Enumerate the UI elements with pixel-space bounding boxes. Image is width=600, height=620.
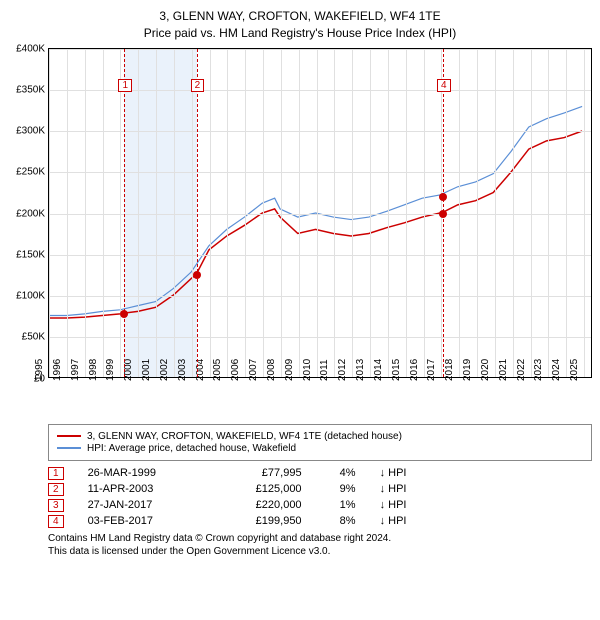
x-axis-label: 2024: [551, 358, 562, 380]
footer: Contains HM Land Registry data © Crown c…: [48, 532, 592, 558]
x-axis-label: 2002: [159, 358, 170, 380]
transaction-number: 3: [48, 499, 64, 512]
marker-dot: [120, 310, 128, 318]
transaction-row: 2 11-APR-2003 £125,000 9% ↓ HPI: [48, 483, 592, 496]
x-axis-label: 2018: [444, 358, 455, 380]
transaction-pct: 8%: [326, 515, 356, 527]
title-line1: 3, GLENN WAY, CROFTON, WAKEFIELD, WF4 1T…: [8, 8, 592, 25]
x-axis-label: 1998: [88, 358, 99, 380]
x-axis-label: 2006: [230, 358, 241, 380]
x-axis-label: 2001: [141, 358, 152, 380]
transaction-direction: ↓ HPI: [380, 515, 407, 527]
transaction-table: 1 26-MAR-1999 £77,995 4% ↓ HPI 2 11-APR-2003 £1…: [48, 467, 592, 528]
transaction-direction: ↓ HPI: [380, 483, 407, 495]
marker-dot: [439, 210, 447, 218]
y-axis-label: £200K: [16, 208, 45, 219]
footer-line2: This data is licensed under the Open Gov…: [48, 545, 592, 558]
transaction-date: 26-MAR-1999: [88, 467, 198, 479]
legend: 3, GLENN WAY, CROFTON, WAKEFIELD, WF4 1T…: [48, 424, 592, 461]
transaction-row: 4 03-FEB-2017 £199,950 8% ↓ HPI: [48, 515, 592, 528]
transaction-price: £125,000: [222, 483, 302, 495]
legend-swatch: [57, 447, 81, 449]
marker-label: 1: [118, 79, 132, 92]
transaction-price: £77,995: [222, 467, 302, 479]
transaction-row: 3 27-JAN-2017 £220,000 1% ↓ HPI: [48, 499, 592, 512]
line-svg: [49, 49, 591, 377]
x-axis-label: 2007: [248, 358, 259, 380]
legend-label: HPI: Average price, detached house, Wake…: [87, 443, 296, 454]
x-axis-label: 2014: [373, 358, 384, 380]
x-axis-label: 2022: [516, 358, 527, 380]
transaction-pct: 1%: [326, 499, 356, 511]
x-axis-label: 2021: [498, 358, 509, 380]
y-axis-label: £300K: [16, 126, 45, 137]
x-axis-label: 2015: [391, 358, 402, 380]
marker-label: 4: [437, 79, 451, 92]
footer-line1: Contains HM Land Registry data © Crown c…: [48, 532, 592, 545]
x-axis-label: 2008: [266, 358, 277, 380]
transaction-date: 03-FEB-2017: [88, 515, 198, 527]
x-axis-label: 2009: [284, 358, 295, 380]
marker-dashed-line: [197, 49, 198, 377]
marker-dot: [439, 193, 447, 201]
y-axis-label: £150K: [16, 249, 45, 260]
x-axis-label: 2013: [355, 358, 366, 380]
transaction-pct: 4%: [326, 467, 356, 479]
marker-dot: [193, 271, 201, 279]
transaction-number: 2: [48, 483, 64, 496]
x-axis-label: 2005: [212, 358, 223, 380]
y-axis-label: £350K: [16, 84, 45, 95]
x-axis-label: 1999: [105, 358, 116, 380]
x-axis-label: 2025: [569, 358, 580, 380]
x-axis-label: 2020: [480, 358, 491, 380]
x-axis-label: 2010: [302, 358, 313, 380]
x-axis-label: 1996: [52, 358, 63, 380]
x-axis-label: 1995: [34, 358, 45, 380]
x-axis-label: 2016: [409, 358, 420, 380]
marker-label: 2: [191, 79, 205, 92]
transaction-price: £199,950: [222, 515, 302, 527]
transaction-number: 1: [48, 467, 64, 480]
marker-dashed-line: [124, 49, 125, 377]
transaction-price: £220,000: [222, 499, 302, 511]
x-axis-label: 2017: [426, 358, 437, 380]
chart-title: 3, GLENN WAY, CROFTON, WAKEFIELD, WF4 1T…: [8, 8, 592, 42]
legend-swatch: [57, 435, 81, 437]
plot-area: £0£50K£100K£150K£200K£250K£300K£350K£400…: [48, 48, 592, 378]
title-line2: Price paid vs. HM Land Registry's House …: [8, 25, 592, 42]
transaction-row: 1 26-MAR-1999 £77,995 4% ↓ HPI: [48, 467, 592, 480]
x-axis-label: 2003: [177, 358, 188, 380]
x-axis-label: 2019: [462, 358, 473, 380]
legend-label: 3, GLENN WAY, CROFTON, WAKEFIELD, WF4 1T…: [87, 431, 402, 442]
transaction-number: 4: [48, 515, 64, 528]
y-axis-label: £250K: [16, 167, 45, 178]
chart-container: £0£50K£100K£150K£200K£250K£300K£350K£400…: [8, 48, 592, 378]
legend-item: HPI: Average price, detached house, Wake…: [57, 443, 583, 454]
legend-item: 3, GLENN WAY, CROFTON, WAKEFIELD, WF4 1T…: [57, 431, 583, 442]
transaction-direction: ↓ HPI: [380, 467, 407, 479]
transaction-pct: 9%: [326, 483, 356, 495]
x-axis-label: 2023: [533, 358, 544, 380]
y-axis-label: £400K: [16, 43, 45, 54]
x-axis-label: 2012: [337, 358, 348, 380]
transaction-direction: ↓ HPI: [380, 499, 407, 511]
transaction-date: 27-JAN-2017: [88, 499, 198, 511]
transaction-date: 11-APR-2003: [88, 483, 198, 495]
x-axis-label: 1997: [70, 358, 81, 380]
y-axis-label: £100K: [16, 291, 45, 302]
y-axis-label: £50K: [22, 332, 45, 343]
x-axis-label: 2011: [319, 359, 330, 381]
